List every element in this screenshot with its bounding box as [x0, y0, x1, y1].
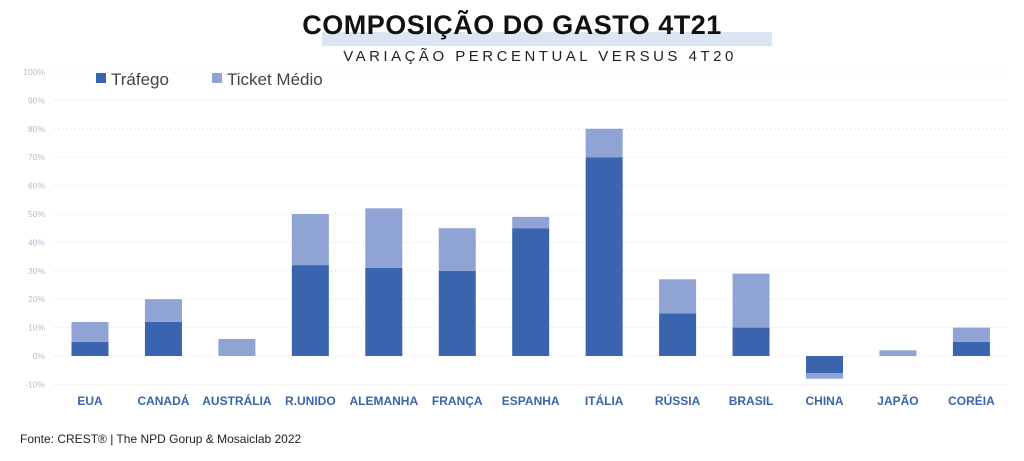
bar-tráfego — [291, 265, 329, 356]
legend-label: Ticket Médio — [227, 70, 323, 89]
bar-tráfego — [365, 267, 403, 356]
title-highlight — [322, 32, 772, 46]
bar-ticket-médio — [71, 321, 109, 342]
x-tick-label: EUA — [77, 394, 103, 408]
y-tick-label: 0% — [33, 351, 46, 361]
x-tick-label: R.UNIDO — [285, 394, 336, 408]
y-tick-label: 10% — [28, 323, 45, 333]
bar-tráfego — [952, 341, 990, 356]
y-tick-label: 100% — [23, 67, 45, 77]
chart-title: COMPOSIÇÃO DO GASTO 4T21 — [302, 10, 722, 40]
y-tick-label: 80% — [28, 124, 45, 134]
bar-tráfego — [71, 341, 109, 356]
y-tick-label: 40% — [28, 237, 45, 247]
bar-tráfego — [438, 270, 476, 356]
bar-ticket-médio — [438, 228, 476, 271]
bar-ticket-médio — [879, 350, 917, 356]
bar-ticket-médio — [952, 327, 990, 342]
x-tick-label: RÚSSIA — [655, 393, 701, 408]
bar-ticket-médio — [218, 338, 256, 356]
y-tick-label: 60% — [28, 181, 45, 191]
bar-ticket-médio — [806, 373, 843, 379]
y-tick-label: -10% — [25, 379, 45, 389]
y-tick-label: 20% — [28, 294, 45, 304]
x-tick-label: CORÉIA — [948, 393, 995, 408]
x-tick-label: BRASIL — [729, 394, 774, 408]
x-tick-label: JAPÃO — [877, 393, 918, 408]
bar-ticket-médio — [512, 216, 550, 229]
bar-tráfego — [144, 321, 182, 356]
chart-subtitle: VARIAÇÃO PERCENTUAL VERSUS 4T20 — [343, 48, 737, 65]
y-tick-label: 50% — [28, 209, 45, 219]
legend-label: Tráfego — [111, 70, 169, 89]
bar-tráfego — [585, 157, 623, 356]
y-tick-label: 90% — [28, 95, 45, 105]
y-tick-label: 70% — [28, 152, 45, 162]
x-tick-label: ITÁLIA — [585, 393, 624, 408]
bar-tráfego — [512, 228, 550, 356]
x-tick-label: CHINA — [806, 394, 844, 408]
bar-ticket-médio — [659, 279, 697, 314]
bar-ticket-médio — [291, 214, 329, 266]
bar-ticket-médio — [365, 208, 403, 268]
legend-swatch — [96, 73, 106, 83]
x-tick-label: CANADÁ — [137, 393, 189, 408]
bar-ticket-médio — [732, 273, 770, 328]
legend-swatch — [212, 73, 222, 83]
x-tick-label: FRANÇA — [432, 394, 483, 408]
x-tick-label: ESPANHA — [502, 394, 560, 408]
y-tick-label: 30% — [28, 266, 45, 276]
x-tick-label: ALEMANHA — [349, 394, 418, 408]
bar-tráfego — [732, 327, 770, 356]
bar-ticket-médio — [585, 128, 623, 158]
source-note: Fonte: CREST® | The NPD Gorup & Mosaicla… — [20, 432, 302, 446]
bar-tráfego — [806, 356, 843, 374]
x-tick-label: AUSTRÁLIA — [202, 393, 272, 408]
bar-tráfego — [659, 313, 697, 356]
bar-ticket-médio — [144, 299, 182, 322]
